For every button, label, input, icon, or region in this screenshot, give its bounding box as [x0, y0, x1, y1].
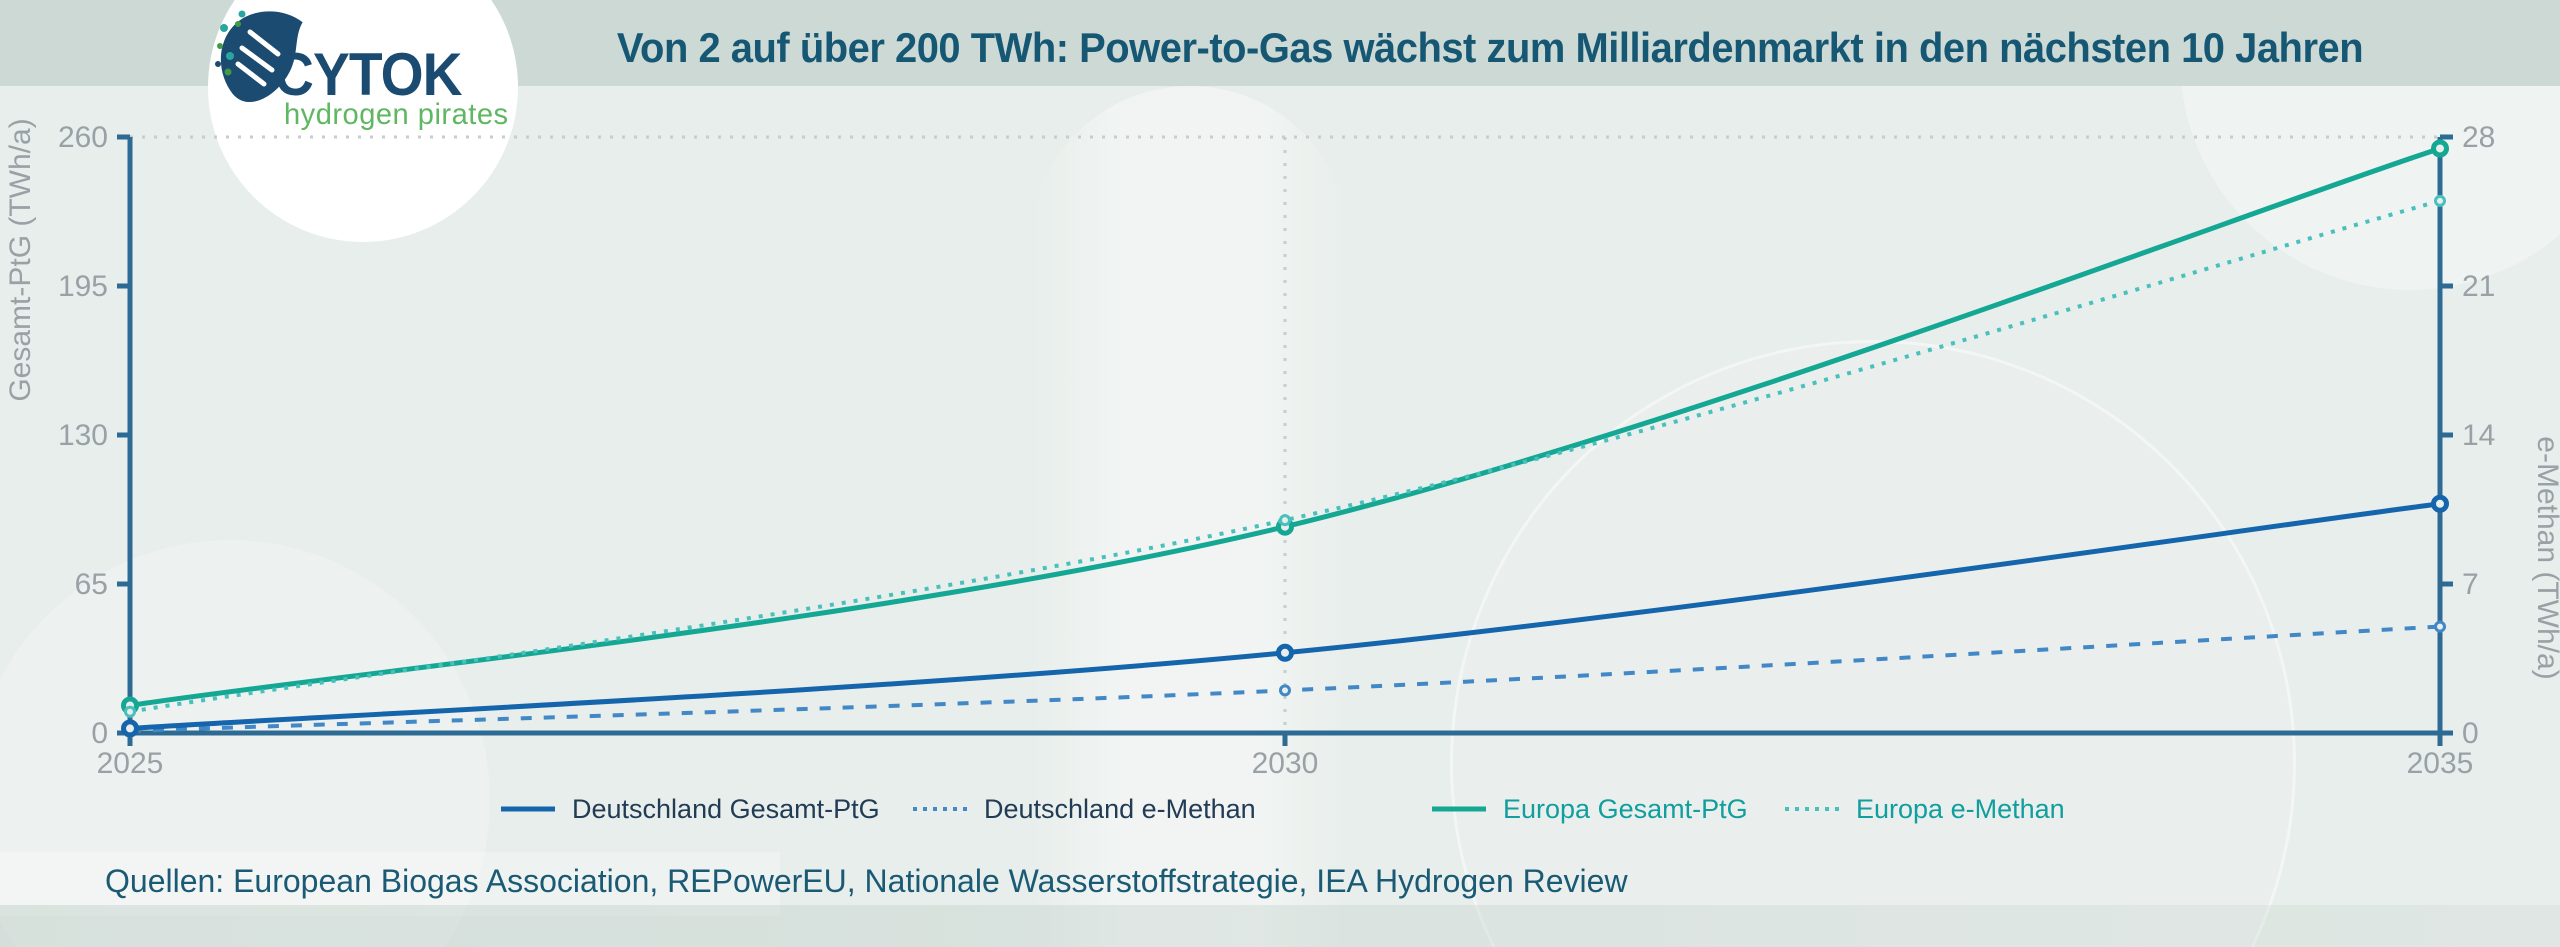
- right-axis-tick-label: 21: [2462, 270, 2495, 303]
- data-point-marker: [2434, 194, 2446, 207]
- x-axis-tick-label: 2025: [97, 747, 164, 780]
- dashed-line-swatch-icon: [913, 807, 967, 811]
- legend-label: Deutschland Gesamt-PtG: [572, 793, 880, 824]
- series-line-europa-gesamt-ptg: [129, 146, 2441, 708]
- solid-line-swatch-icon: [501, 806, 555, 812]
- water-drop-icon: [215, 10, 303, 103]
- legend-item-europa-e-methan: Europa e-Methan: [1784, 792, 2065, 826]
- data-point-marker: [2431, 139, 2449, 158]
- series-line-deutschland-e-methan: [129, 624, 2441, 733]
- logo-tagline-text: hydrogen pirates: [284, 98, 509, 131]
- right-axis-tick-label: 0: [2462, 717, 2479, 750]
- right-axis-tick-label: 14: [2462, 419, 2495, 452]
- dashed-line-swatch-icon: [1785, 807, 1839, 811]
- legend-label: Deutschland e-Methan: [984, 793, 1256, 824]
- left-axis-tick-label: 0: [91, 717, 108, 750]
- series-line-europa-e-methan: [129, 198, 2441, 714]
- chart-title: Von 2 auf über 200 TWh: Power-to-Gas wäc…: [616, 24, 2364, 71]
- cytok-logo-badge: CYTOK hydrogen pirates: [208, 0, 518, 242]
- sources-note: Quellen: European Biogas Association, RE…: [105, 863, 1628, 899]
- legend-item-deutschland-gesamt-ptg: Deutschland Gesamt-PtG: [500, 792, 880, 826]
- left-axis-tick-label: 130: [58, 419, 108, 452]
- legend-item-europa-gesamt-ptg: Europa Gesamt-PtG: [1431, 792, 1748, 826]
- solid-line-swatch-icon: [1432, 806, 1486, 812]
- right-axis-tick-label: 7: [2462, 568, 2479, 601]
- left-axis-tick-label: 260: [58, 121, 108, 154]
- data-point-marker: [1276, 643, 1294, 662]
- data-point-marker: [2431, 494, 2449, 513]
- x-axis-tick-label: 2035: [2407, 747, 2474, 780]
- data-point-marker: [124, 705, 136, 718]
- legend-label: Europa Gesamt-PtG: [1503, 793, 1748, 824]
- data-point-marker: [1279, 514, 1291, 527]
- right-axis-title: e-Methan (TWh/a): [2531, 436, 2560, 679]
- legend-label: Europa e-Methan: [1856, 793, 2065, 824]
- left-axis-tick-label: 65: [75, 568, 108, 601]
- data-point-marker: [121, 719, 139, 738]
- x-axis-tick-label: 2030: [1252, 747, 1319, 780]
- left-axis-tick-label: 195: [58, 270, 108, 303]
- left-axis-title: Gesamt-PtG (TWh/a): [4, 118, 37, 401]
- data-point-marker: [2434, 620, 2446, 633]
- right-axis-tick-label: 28: [2462, 121, 2495, 154]
- chart-legend: Deutschland Gesamt-PtG Deutschland e-Meth…: [0, 792, 2560, 828]
- legend-item-deutschland-e-methan: Deutschland e-Methan: [912, 792, 1256, 826]
- data-point-marker: [1279, 684, 1291, 697]
- logo-brand-text: CYTOK: [274, 41, 463, 108]
